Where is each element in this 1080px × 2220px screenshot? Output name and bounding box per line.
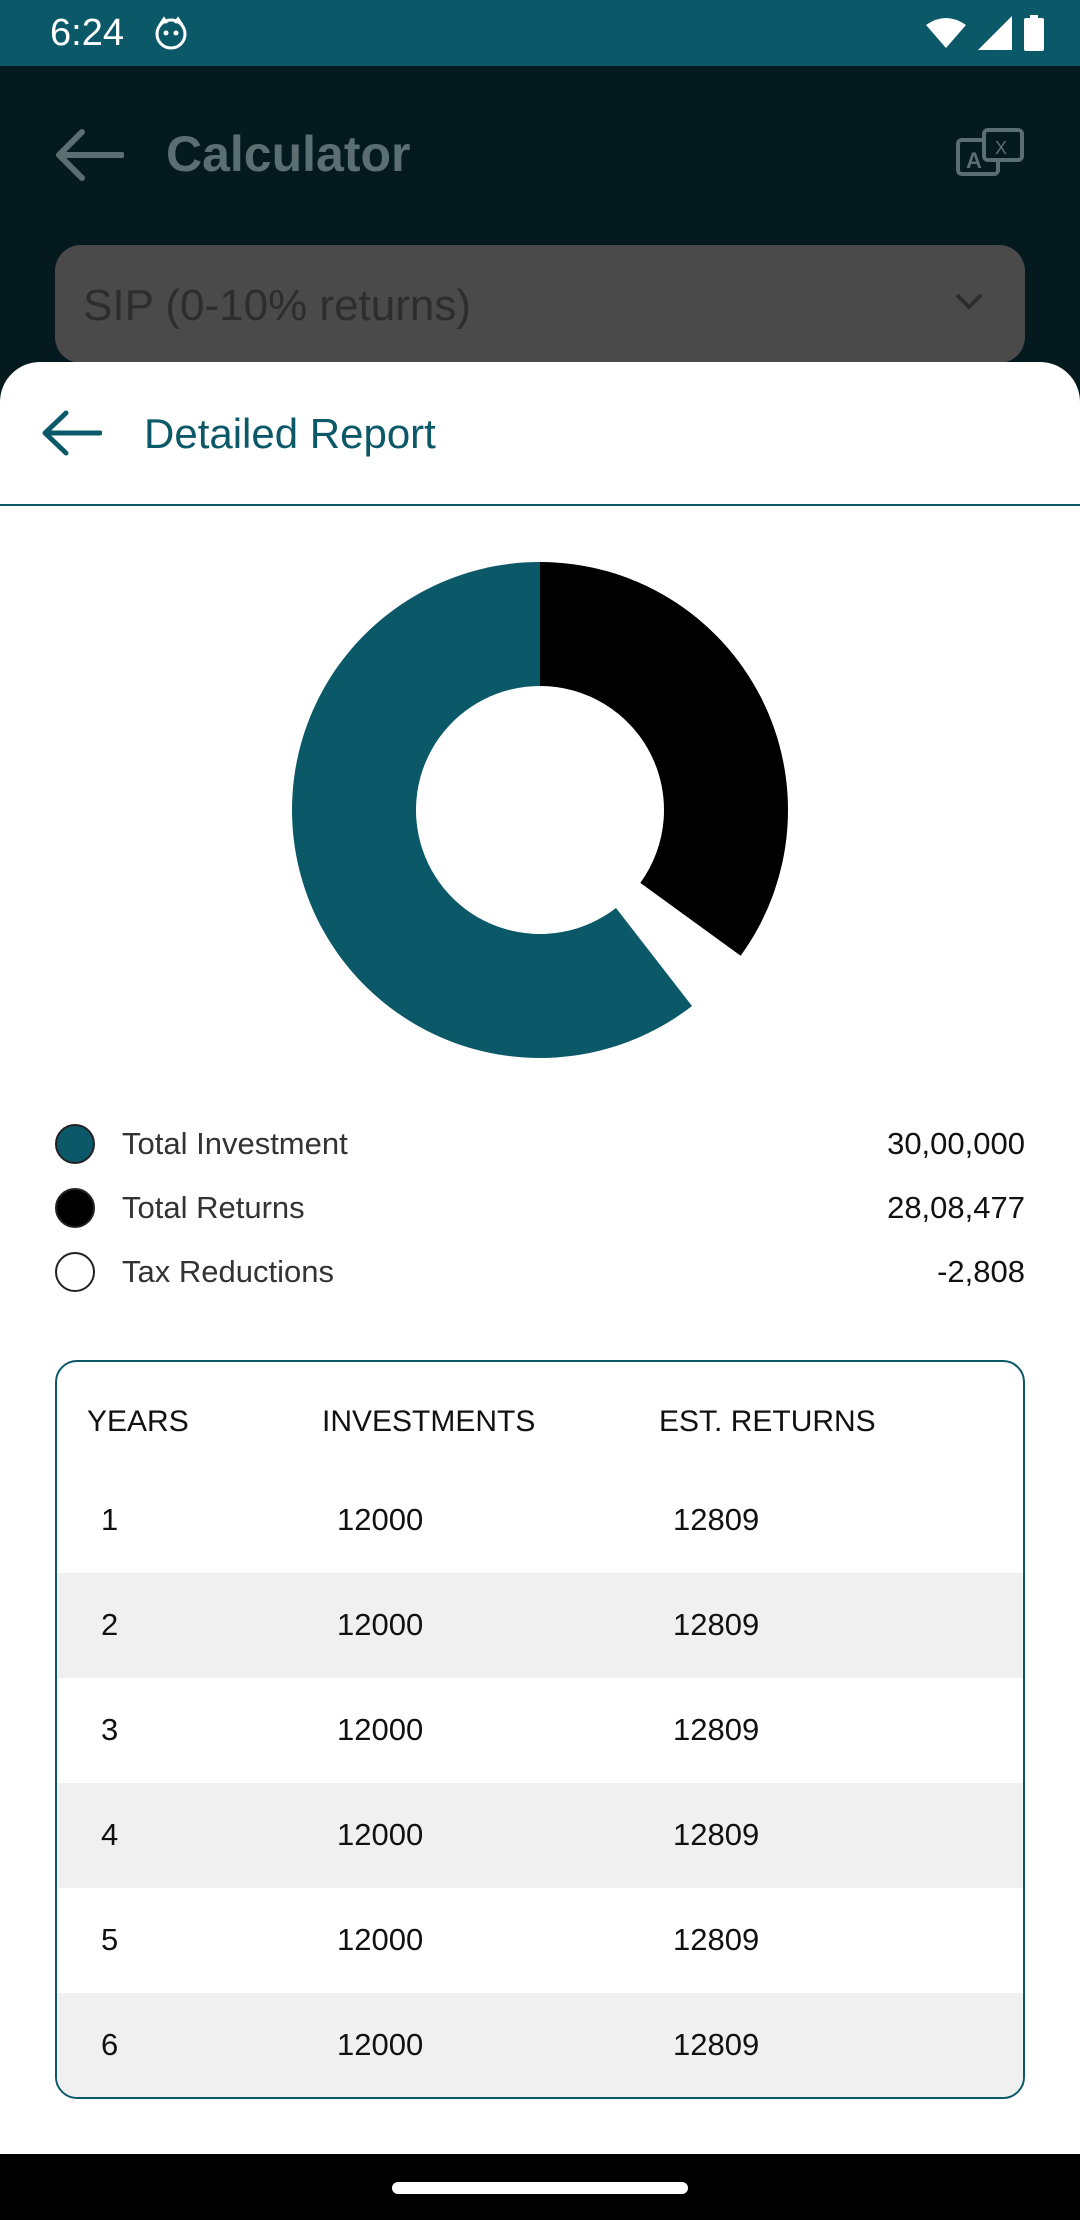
system-navigation-bar (0, 2154, 1080, 2220)
cell-year: 5 (101, 1922, 119, 1957)
cell-year: 3 (101, 1712, 119, 1747)
cell-year: 4 (101, 1817, 119, 1852)
cell-est-return: 12809 (673, 1817, 760, 1852)
background-title: Calculator (166, 126, 411, 182)
table-row: 5 12000 12809 (57, 1888, 1023, 1993)
cell-est-return: 12809 (673, 1922, 760, 1957)
cell-est-return: 12809 (673, 2027, 760, 2062)
wifi-icon (926, 18, 966, 48)
cat-face-icon (155, 16, 187, 50)
table-row: 6 12000 12809 (57, 1993, 1023, 2097)
cell-year: 6 (101, 2027, 119, 2062)
table-row: 3 12000 12809 (57, 1678, 1023, 1783)
donut-slice-total-investment (291, 562, 693, 1058)
table-row: 4 12000 12809 (57, 1783, 1023, 1888)
cell-est-return: 12809 (673, 1607, 760, 1642)
calculator-type-select: SIP (0-10% returns) (55, 245, 1025, 363)
svg-text:X: X (995, 138, 1007, 158)
back-arrow-icon (56, 129, 124, 181)
legend-value: 30,00,000 (887, 1126, 1025, 1161)
legend-swatch (55, 1124, 95, 1164)
legend-swatch (55, 1252, 95, 1292)
table-header-est-returns: EST. RETURNS (659, 1405, 876, 1438)
status-bar: 6:24 (0, 0, 1080, 66)
cell-investment: 12000 (337, 1817, 424, 1852)
yearly-report-table[interactable]: YEARS INVESTMENTS EST. RETURNS 1 12000 1… (55, 1360, 1025, 2099)
chart-legend: Total Investment 30,00,000 Total Returns… (55, 1112, 1025, 1304)
legend-value: 28,08,477 (887, 1190, 1025, 1225)
status-icons (926, 14, 1044, 52)
battery-icon (1024, 15, 1044, 51)
cell-est-return: 12809 (673, 1502, 760, 1537)
sheet-header: Detailed Report (0, 362, 1080, 506)
legend-swatch (55, 1188, 95, 1228)
cell-year: 1 (101, 1502, 119, 1537)
cell-investment: 12000 (337, 1922, 424, 1957)
cell-signal-icon (978, 16, 1012, 50)
legend-item: Tax Reductions -2,808 (55, 1240, 1025, 1304)
legend-label: Tax Reductions (122, 1254, 334, 1289)
sheet-title: Detailed Report (144, 410, 436, 457)
cell-investment: 12000 (337, 1502, 424, 1537)
table-header-investments: INVESTMENTS (322, 1405, 536, 1438)
home-gesture-handle[interactable] (392, 2182, 688, 2194)
cell-investment: 12000 (337, 1712, 424, 1747)
cell-investment: 12000 (337, 1607, 424, 1642)
svg-text:A: A (966, 148, 982, 173)
legend-item: Total Returns 28,08,477 (55, 1176, 1025, 1240)
donut-slice-total-returns (540, 562, 788, 956)
translate-icon: A X (956, 128, 1024, 176)
table-row: 2 12000 12809 (57, 1573, 1023, 1678)
legend-label: Total Investment (122, 1126, 348, 1161)
back-arrow-icon[interactable] (42, 410, 102, 456)
table-row: 1 12000 12809 (57, 1468, 1023, 1573)
detailed-report-sheet: Detailed Report Total Investment 30,00,0… (0, 362, 1080, 2154)
status-time: 6:24 (50, 12, 124, 54)
table-header-years: YEARS (87, 1405, 189, 1438)
legend-value: -2,808 (937, 1254, 1025, 1289)
donut-chart (291, 562, 788, 1058)
cell-investment: 12000 (337, 2027, 424, 2062)
cell-est-return: 12809 (673, 1712, 760, 1747)
legend-label: Total Returns (122, 1190, 305, 1225)
legend-item: Total Investment 30,00,000 (55, 1112, 1025, 1176)
calculator-type-value: SIP (0-10% returns) (83, 281, 472, 330)
chevron-down-icon (955, 293, 983, 310)
cell-year: 2 (101, 1607, 119, 1642)
